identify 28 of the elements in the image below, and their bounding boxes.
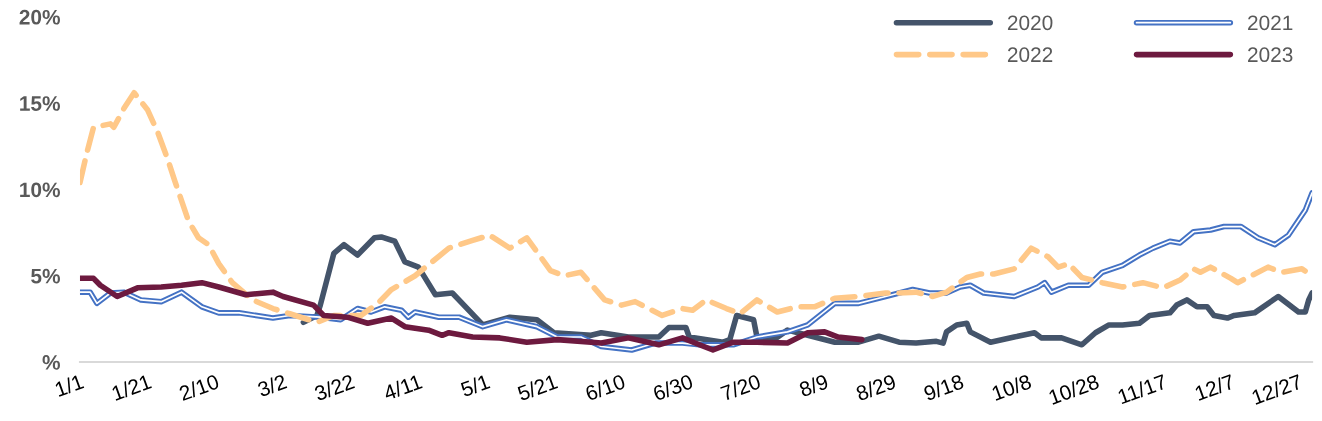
y-tick-label: 15% (20, 96, 60, 111)
x-tick-label: 8/9 (798, 373, 829, 398)
legend-label: 2020 (1007, 15, 1053, 31)
x-tick-label: 1/21 (111, 373, 152, 401)
x-tick-label: 3/2 (256, 373, 288, 398)
legend-label: 2021 (1248, 15, 1293, 31)
x-tick-label: 9/18 (922, 373, 965, 402)
y-tick-label: 10% (20, 182, 60, 198)
y-tick-label: % (42, 355, 60, 370)
x-tick-label: 4/11 (382, 373, 423, 401)
x-tick-label: 7/20 (719, 373, 762, 402)
x-tick-label: 3/22 (313, 373, 356, 402)
x-tick-label: 11/17 (1117, 373, 1168, 405)
x-tick-label: 12/27 (1251, 373, 1303, 405)
y-tick-label: 5% (31, 268, 60, 284)
x-tick-label: 6/30 (652, 373, 694, 402)
x-tick-label: 10/28 (1047, 373, 1100, 405)
x-tick-label: 5/21 (516, 373, 559, 402)
x-tick-label: 5/1 (459, 373, 491, 398)
x-tick-label: 12/7 (1194, 373, 1236, 401)
x-tick-label: 2/10 (178, 373, 220, 402)
x-tick-label: 10/8 (991, 373, 1033, 401)
x-tick-label: 1/1 (54, 373, 85, 397)
legend-label: 2023 (1248, 47, 1293, 63)
x-tick-label: 6/10 (584, 373, 627, 402)
legend-label: 2022 (1007, 47, 1053, 63)
y-tick-label: 20% (19, 9, 60, 25)
x-tick-label: 8/29 (855, 373, 897, 402)
